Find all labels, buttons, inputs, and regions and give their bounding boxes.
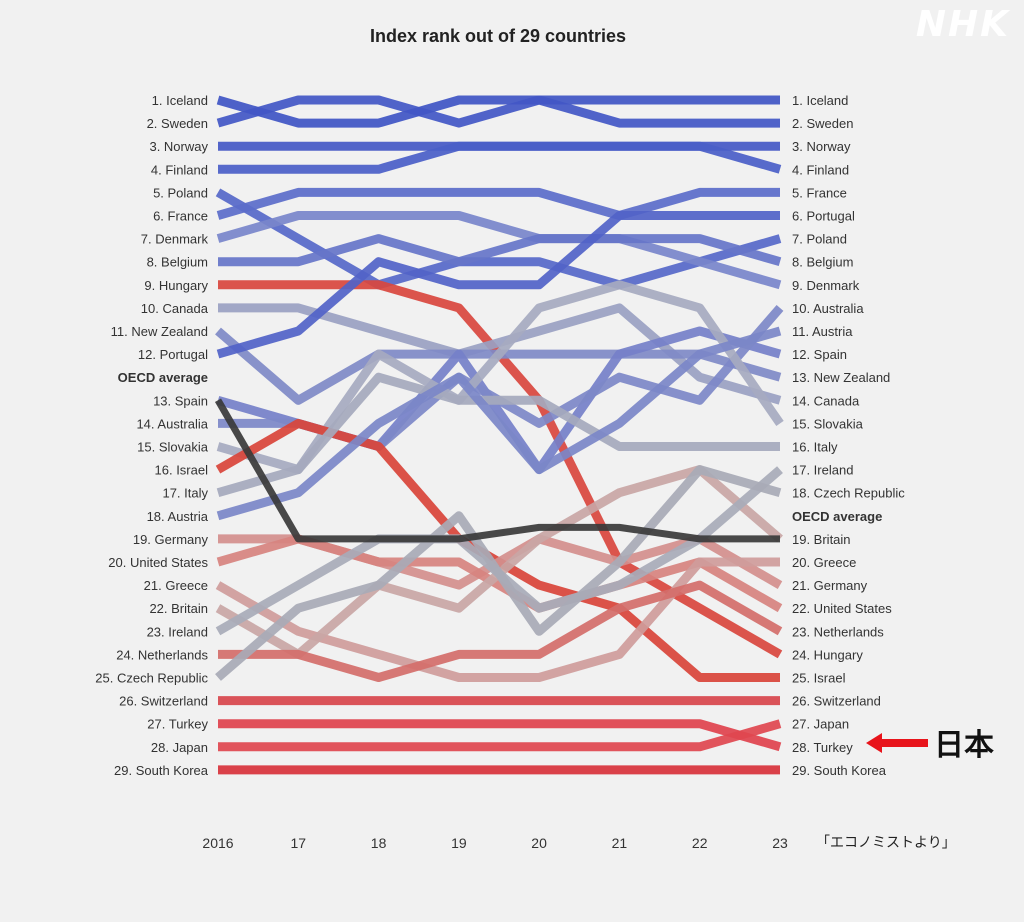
right-rank-label: 19. Britain [792,532,851,547]
right-rank-label: 2. Sweden [792,116,853,131]
right-rank-label: 1. Iceland [792,93,848,108]
right-rank-label: 20. Greece [792,555,856,570]
series-line-italy [216,372,780,498]
left-rank-label: 11. New Zealand [111,324,208,339]
red-arrow-icon [866,733,928,753]
left-rank-label: 10. Canada [141,301,209,316]
x-tick-label: 23 [772,835,788,851]
x-tick-label: 2016 [202,835,233,851]
series-line-greece [215,557,780,682]
right-rank-label: 8. Belgium [792,255,853,270]
right-rank-label: 11. Austria [792,324,853,339]
source-note: 「エコノミストより」 [816,835,956,851]
right-rank-label: 5. France [792,185,847,200]
left-rank-label: 26. Switzerland [119,694,208,709]
x-tick-label: 17 [291,835,307,851]
left-rank-label: 16. Israel [155,463,209,478]
series-line-poland [215,188,782,290]
left-rank-label: 17. Italy [162,486,208,501]
right-rank-label: 4. Finland [792,162,849,177]
left-rank-label: 19. Germany [133,532,209,547]
left-rank-label: 14. Australia [136,416,208,431]
left-rank-label: 23. Ireland [147,624,208,639]
series-line-denmark [216,211,782,290]
left-rank-label: 4. Finland [151,162,208,177]
right-rank-label: 17. Ireland [792,463,853,478]
series-line-austria [216,326,782,521]
right-rank-label: 23. Netherlands [792,624,884,639]
series-line-united-states [216,534,783,613]
left-rank-label: OECD average [118,370,208,385]
x-tick-label: 22 [692,835,708,851]
x-tick-label: 18 [371,835,387,851]
left-rank-label: 3. Norway [149,139,208,154]
x-tick-label: 20 [531,835,547,851]
left-rank-label: 24. Netherlands [116,647,208,662]
japan-annotation-label: 日本 [934,728,994,763]
left-rank-label: 28. Japan [151,740,208,755]
chart-title: Index rank out of 29 countries [370,26,626,46]
series-line-finland [218,141,782,174]
series-line-turkey [218,719,782,752]
series-line-sweden [216,95,780,128]
japan-annotation: 日本 [866,728,994,763]
oecd-average-line [214,398,780,543]
right-rank-label: 12. Spain [792,347,847,362]
right-rank-label: 29. South Korea [792,763,887,778]
right-rank-label: 6. Portugal [792,209,855,224]
series-line-japan [218,719,782,752]
left-rank-label: 15. Slovakia [137,440,209,455]
left-rank-label: 29. South Korea [114,763,209,778]
right-rank-label: 10. Australia [792,301,864,316]
right-rank-labels: 1. Iceland 2. Sweden 3. Norway 4. Finland 5.… [792,93,905,778]
left-rank-label: 6. France [153,209,208,224]
series-lines [215,95,784,775]
right-rank-label: 15. Slovakia [792,416,864,431]
right-rank-label: OECD average [792,509,882,524]
series-line-portugal [216,211,780,359]
x-tick-label: 19 [451,835,467,851]
right-rank-label: 21. Germany [792,578,868,593]
left-rank-label: 21. Greece [144,578,208,593]
watermark-logo: NHK [916,4,1011,45]
right-rank-label: 25. Israel [792,671,846,686]
left-rank-label: 9. Hungary [144,278,208,293]
right-rank-label: 22. United States [792,601,892,616]
series-line-iceland [216,95,780,128]
left-rank-label: 7. Denmark [141,232,209,247]
series-line-france [216,187,780,220]
left-rank-label: 12. Portugal [138,347,208,362]
right-rank-label: 27. Japan [792,717,849,732]
right-rank-label: 7. Poland [792,232,847,247]
left-rank-labels: 1. Iceland 2. Sweden 3. Norway 4. Finland 5.… [95,93,209,778]
right-rank-label: 28. Turkey [792,740,853,755]
series-line-oecd-average [214,398,780,543]
left-rank-label: 8. Belgium [147,255,208,270]
right-rank-label: 3. Norway [792,139,851,154]
right-rank-label: 9. Denmark [792,278,860,293]
left-rank-label: 27. Turkey [147,717,208,732]
right-rank-label: 14. Canada [792,393,860,408]
x-axis-ticks: 2016 17 18 19 20 21 22 23 [202,835,788,851]
right-rank-label: 24. Hungary [792,647,863,662]
right-rank-label: 18. Czech Republic [792,486,905,501]
left-rank-label: 2. Sweden [147,116,208,131]
right-rank-label: 26. Switzerland [792,694,881,709]
series-line-netherlands [218,580,783,682]
series-line-czech-republic [215,465,782,681]
series-line-belgium [218,234,782,267]
right-rank-label: 13. New Zealand [792,370,890,385]
left-rank-label: 5. Poland [153,185,208,200]
left-rank-label: 22. Britain [149,601,208,616]
left-rank-label: 20. United States [108,555,208,570]
x-tick-label: 21 [612,835,628,851]
left-rank-label: 13. Spain [153,393,208,408]
right-rank-label: 16. Italy [792,440,838,455]
left-rank-label: 1. Iceland [152,93,208,108]
left-rank-label: 25. Czech Republic [95,671,208,686]
left-rank-label: 18. Austria [147,509,209,524]
